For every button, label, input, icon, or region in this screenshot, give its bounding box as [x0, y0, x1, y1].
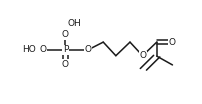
- Text: HO: HO: [22, 45, 36, 54]
- Text: O: O: [168, 38, 175, 47]
- Text: O: O: [62, 30, 69, 39]
- Text: O: O: [84, 45, 91, 54]
- Text: OH: OH: [67, 19, 81, 28]
- Text: O: O: [138, 51, 145, 60]
- Text: P: P: [62, 45, 68, 54]
- Text: O: O: [62, 60, 69, 69]
- Text: O: O: [39, 45, 46, 54]
